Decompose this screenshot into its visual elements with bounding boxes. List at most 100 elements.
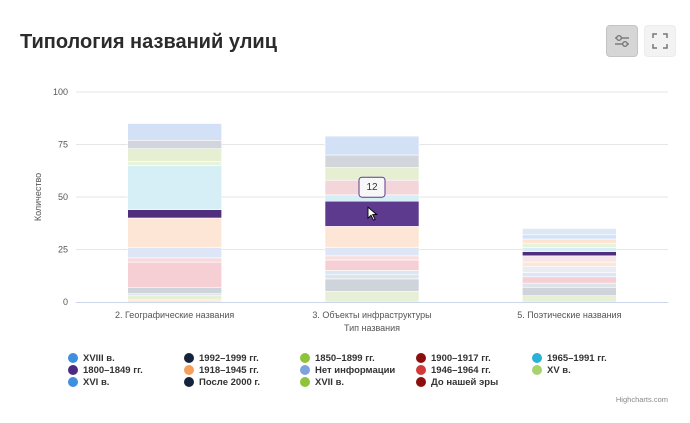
bar-segment[interactable] (324, 278, 420, 292)
bar-segment[interactable] (127, 257, 222, 263)
legend-label: Нет информации (315, 364, 396, 376)
bar-segment[interactable] (127, 299, 222, 303)
legend-marker (68, 365, 78, 375)
bar-segment[interactable] (324, 154, 420, 168)
bar-segment[interactable] (127, 295, 222, 301)
tooltip-box (358, 176, 386, 198)
legend-item[interactable]: 1946–1964 гг. (416, 364, 491, 376)
x-tick-label: 2. Географические названия (115, 310, 234, 320)
legend-label: 1946–1964 гг. (431, 364, 491, 376)
bar-segment[interactable] (127, 209, 222, 219)
y-axis-title: Количество (33, 173, 43, 221)
fullscreen-button[interactable] (644, 25, 676, 57)
tooltip-value: 12 (366, 182, 378, 193)
bar-segment[interactable] (522, 255, 617, 263)
stacked-bar-chart: 0 25 50 75 100 2. Географические названия 3. … (33, 87, 668, 333)
y-tick-label: 50 (58, 192, 68, 202)
bar-segment[interactable] (324, 226, 420, 248)
legend-item[interactable]: 1900–1917 гг. (416, 352, 491, 364)
legend-marker (68, 377, 78, 387)
bar-segment[interactable] (522, 286, 617, 296)
legend-item[interactable]: 1918–1945 гг. (184, 364, 259, 376)
bar-segment[interactable] (522, 238, 617, 244)
tooltip: 12 (358, 176, 386, 198)
bar-segment[interactable] (127, 165, 222, 210)
bar-segment[interactable] (522, 251, 617, 257)
legend-marker (184, 377, 194, 387)
bar-segment[interactable] (522, 265, 617, 273)
legend-label: 1918–1945 гг. (199, 364, 259, 376)
legend-item[interactable]: XVII в. (300, 376, 344, 388)
bar-segment[interactable] (522, 228, 617, 236)
bar-segment[interactable] (127, 247, 222, 259)
legend-label: После 2000 г. (199, 376, 261, 388)
legend-item[interactable]: XVIII в. (68, 352, 115, 364)
credits-link[interactable]: Highcharts.com (615, 395, 668, 404)
y-tick-label: 25 (58, 245, 68, 255)
legend-marker (532, 365, 542, 375)
legend: XVIII в. 1992–1999 гг. 1850–1899 гг. 1900–1… (68, 352, 668, 392)
legend-marker (532, 353, 542, 363)
fullscreen-icon (652, 33, 668, 49)
chart-settings-button[interactable] (606, 25, 638, 57)
bar-segment[interactable] (127, 293, 222, 297)
x-axis-title: Тип названия (344, 323, 400, 333)
bar-segment[interactable] (127, 286, 222, 294)
legend-label: XV в. (547, 364, 571, 376)
legend-item[interactable]: После 2000 г. (184, 376, 260, 388)
legend-item[interactable]: 1965–1991 гг. (532, 352, 607, 364)
legend-item[interactable]: 1800–1849 гг. (68, 364, 143, 376)
legend-item[interactable]: 1992–1999 гг. (184, 352, 259, 364)
bar-segment[interactable] (522, 272, 617, 278)
page-title: Типология названий улиц (20, 31, 277, 53)
bar-segment[interactable] (522, 282, 617, 288)
legend-marker (416, 353, 426, 363)
bar-segment[interactable] (522, 295, 617, 303)
bar-stacks[interactable] (127, 123, 617, 303)
legend-marker (184, 365, 194, 375)
bar-segment[interactable] (324, 255, 420, 261)
legend-marker (184, 353, 194, 363)
legend-item[interactable]: До нашей эры (416, 376, 498, 388)
bar-segment[interactable] (127, 261, 222, 288)
y-tick-label: 0 (63, 297, 68, 307)
legend-marker (300, 365, 310, 375)
bar-segment[interactable] (127, 161, 222, 166)
legend-label: XVIII в. (83, 352, 115, 364)
bar-segment[interactable] (127, 217, 222, 248)
legend-label: 1900–1917 гг. (431, 352, 491, 364)
legend-label: До нашей эры (431, 376, 499, 388)
bar-segment[interactable] (324, 259, 420, 271)
bar-segment[interactable] (324, 270, 420, 275)
legend-marker (300, 353, 310, 363)
bar-segment[interactable] (127, 148, 222, 162)
bar-segment[interactable] (324, 247, 420, 257)
legend-marker (300, 377, 310, 387)
x-tick-label: 5. Поэтические названия (517, 310, 621, 320)
bar-segment[interactable] (522, 242, 617, 248)
legend-marker (416, 365, 426, 375)
legend-item[interactable]: XV в. (532, 364, 571, 376)
legend-marker (68, 353, 78, 363)
bar-segment[interactable] (522, 234, 617, 240)
legend-marker (416, 377, 426, 387)
x-axis-ticks: 2. Географические названия 3. Объекты инф… (115, 310, 622, 320)
bar-segment[interactable] (127, 140, 222, 150)
legend-label: 1965–1991 гг. (547, 352, 607, 364)
bar-segment[interactable] (324, 291, 420, 303)
bar-segment[interactable] (324, 274, 420, 280)
legend-label: 1992–1999 гг. (199, 352, 259, 364)
cursor-arrow-icon (367, 206, 378, 221)
legend-item[interactable]: XVI в. (68, 376, 109, 388)
bar-segment[interactable] (127, 123, 222, 141)
bar-segment[interactable] (324, 135, 420, 156)
legend-item[interactable]: 1850–1899 гг. (300, 352, 375, 364)
y-axis-ticks: 0 25 50 75 100 (53, 87, 68, 307)
legend-label: 1800–1849 гг. (83, 364, 143, 376)
legend-item[interactable]: Нет информации (300, 364, 395, 376)
legend-label: 1850–1899 гг. (315, 352, 375, 364)
y-tick-label: 75 (58, 140, 68, 150)
bar-segment[interactable] (522, 261, 617, 267)
bar-segment[interactable] (522, 276, 617, 284)
bar-segment[interactable] (522, 247, 617, 252)
